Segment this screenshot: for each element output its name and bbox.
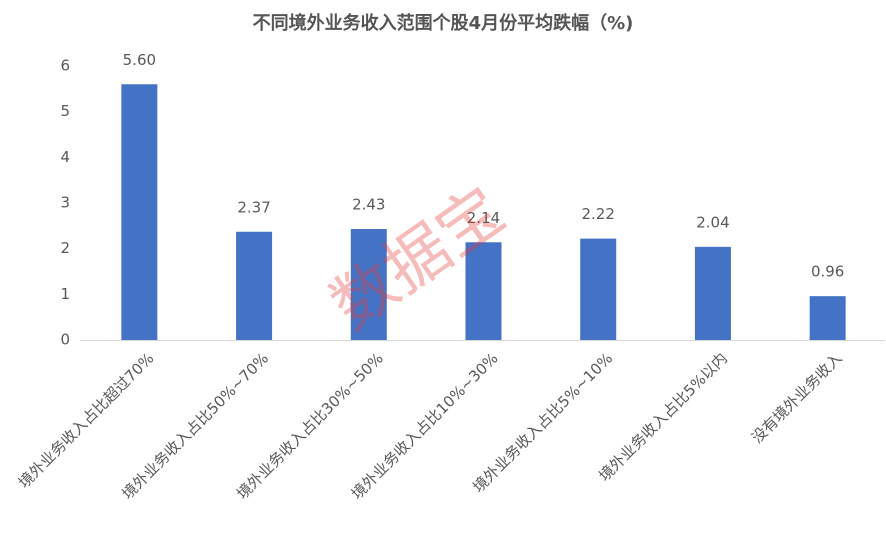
y-tick-label: 1 <box>60 285 70 303</box>
y-tick-label: 3 <box>60 194 70 212</box>
data-label: 2.22 <box>582 205 615 223</box>
x-tick-label: 境外业务收入占比5%以内 <box>595 349 731 485</box>
bar <box>465 242 502 340</box>
chart-title: 不同境外业务收入范围个股4月份平均跌幅（%) <box>253 12 634 34</box>
y-tick-label: 4 <box>60 148 70 166</box>
bar <box>809 296 846 340</box>
bar <box>694 246 731 340</box>
y-tick-label: 2 <box>60 239 70 257</box>
bar <box>350 229 387 340</box>
y-tick-label: 6 <box>60 57 70 75</box>
bar <box>580 238 617 340</box>
y-tick-label: 5 <box>60 102 70 120</box>
data-label: 2.14 <box>467 209 500 227</box>
x-tick-label: 没有境外业务收入 <box>748 349 846 447</box>
x-tick-label: 境外业务收入占比超过70% <box>15 349 157 491</box>
data-label: 2.37 <box>237 198 270 216</box>
bar <box>121 84 158 341</box>
data-label: 2.04 <box>696 213 729 231</box>
data-label: 5.60 <box>123 51 156 69</box>
bar <box>236 231 273 340</box>
data-label: 2.43 <box>352 196 385 214</box>
y-tick-label: 0 <box>60 331 70 349</box>
data-label: 0.96 <box>811 263 844 281</box>
